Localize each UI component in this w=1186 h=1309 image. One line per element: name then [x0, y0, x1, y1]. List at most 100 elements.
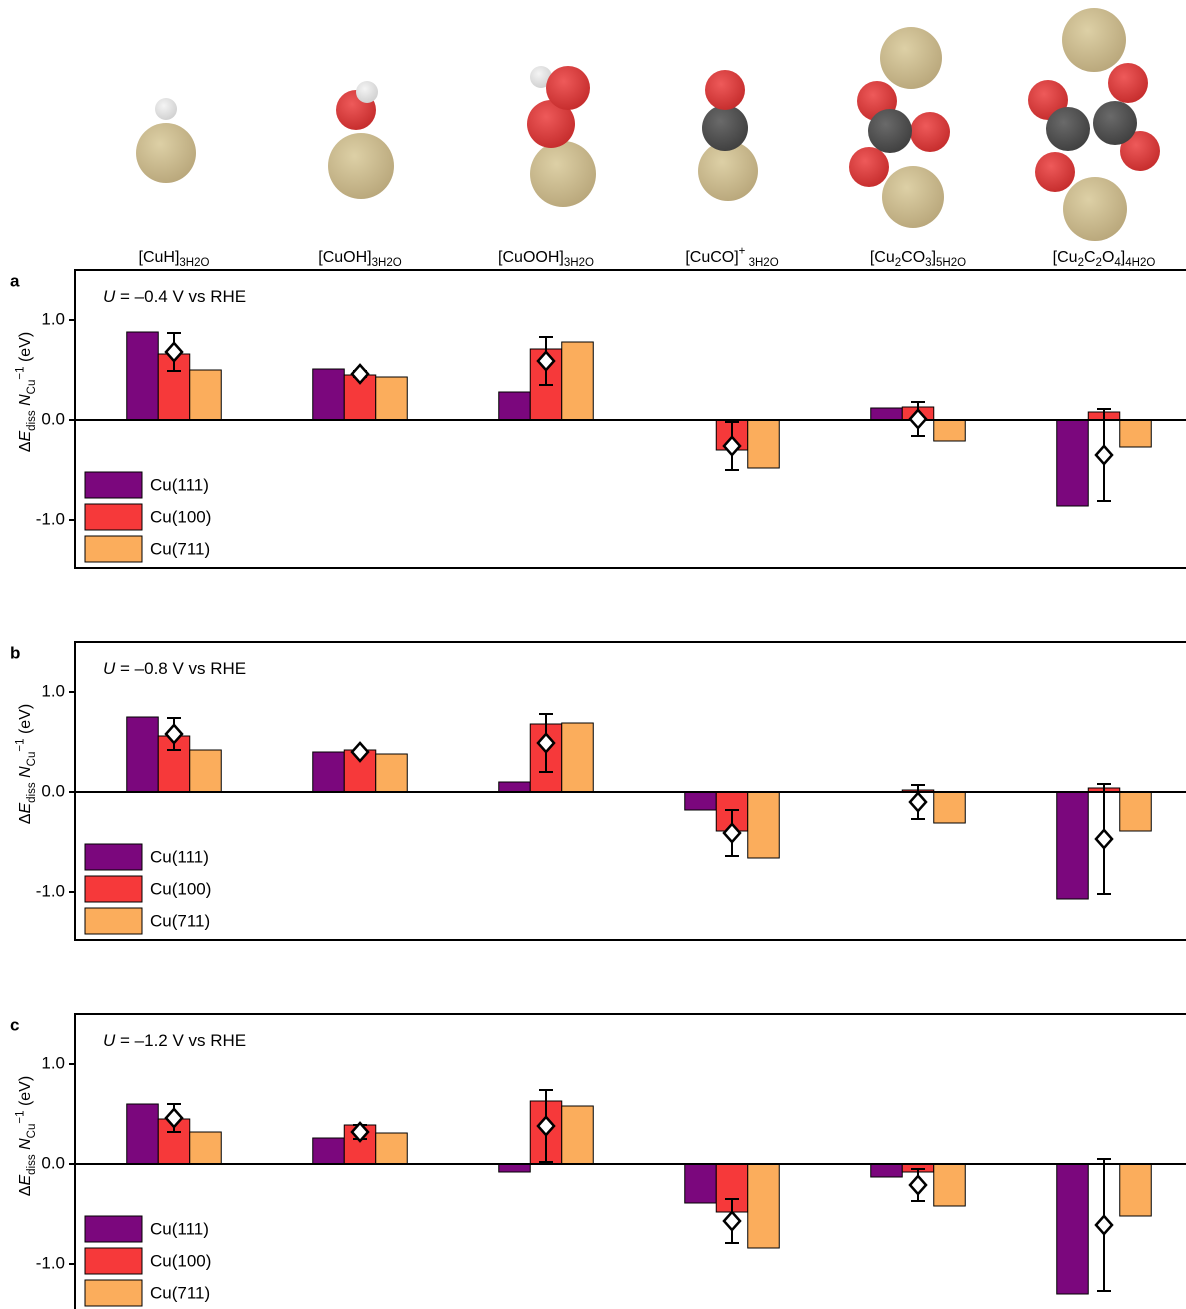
text-segment: [Cu	[1053, 249, 1078, 266]
atom-c	[702, 105, 748, 151]
atom-o	[546, 66, 590, 110]
legend-label: Cu(711)	[150, 1283, 210, 1302]
bar	[748, 1164, 780, 1248]
atom-cu	[880, 27, 942, 89]
bar	[127, 717, 159, 792]
text-segment: −1	[14, 738, 26, 751]
axis-frame	[75, 1014, 1186, 1309]
atom-o	[1108, 63, 1148, 103]
panel-label: a	[10, 271, 20, 290]
text-segment: C	[1084, 249, 1096, 266]
text-segment: (eV)	[17, 1076, 34, 1111]
annotation: U = –0.4 V vs RHE	[103, 287, 246, 306]
bar	[871, 408, 903, 420]
bar	[313, 1138, 345, 1164]
text-segment: Cu	[26, 380, 38, 395]
text-segment: E	[17, 803, 34, 814]
legend-swatch	[85, 908, 142, 934]
legend-label: Cu(100)	[150, 879, 211, 898]
legend-label: Cu(111)	[150, 475, 209, 494]
text-segment: = –1.2 V vs RHE	[115, 1031, 246, 1050]
text-segment: diss	[26, 1154, 38, 1175]
page: {"molecules": [ {"label": [{"text": "[Cu…	[0, 0, 1186, 1309]
atom-cu	[530, 141, 596, 207]
annotation: U = –1.2 V vs RHE	[103, 1031, 246, 1050]
text-segment: Δ	[17, 813, 34, 824]
bar	[190, 750, 222, 792]
figure: [CuH]3H2O[CuOH]3H2O[CuOOH]3H2O[CuCO]+ 3H…	[0, 0, 1186, 1309]
y-tick-label: 1.0	[41, 1053, 65, 1072]
bar	[1057, 792, 1089, 899]
bar	[499, 1164, 531, 1172]
bar	[127, 332, 159, 420]
text-segment: [CuOH]	[318, 249, 371, 266]
atom-h	[155, 98, 177, 120]
atom-cu	[1062, 8, 1126, 72]
text-segment: E	[17, 1175, 34, 1186]
bar	[190, 370, 222, 420]
text-segment: (eV)	[17, 704, 34, 739]
bar	[871, 1164, 903, 1177]
text-segment: 5H2O	[936, 257, 966, 269]
bar	[1057, 1164, 1089, 1294]
text-segment: diss	[26, 782, 38, 803]
atom-cu	[1063, 177, 1127, 241]
atom-h	[356, 81, 378, 103]
legend-label: Cu(111)	[150, 1219, 209, 1238]
bar	[1120, 420, 1152, 447]
atom-c	[1046, 107, 1090, 151]
atom-o	[705, 70, 745, 110]
molecule-images	[136, 8, 1160, 241]
atom-o	[849, 147, 889, 187]
text-segment: [CuOOH]	[498, 249, 564, 266]
text-segment: = –0.8 V vs RHE	[115, 659, 246, 678]
text-segment: U	[103, 1031, 116, 1050]
text-segment: +	[739, 245, 746, 257]
mean-marker	[1096, 1216, 1112, 1234]
text-segment: N	[17, 1138, 34, 1154]
atom-cu	[136, 123, 196, 183]
mean-marker	[724, 1212, 740, 1230]
bar	[748, 420, 780, 468]
text-segment: = –0.4 V vs RHE	[115, 287, 246, 306]
text-segment: 3H2O	[564, 257, 594, 269]
panel: 1.00.0-1.0bU = –0.8 V vs RHEΔEdiss NCu−1…	[10, 642, 1186, 940]
y-tick-label: 1.0	[41, 309, 65, 328]
y-axis-label: ΔEdiss NCu−1 (eV)	[14, 332, 38, 452]
y-tick-label: -1.0	[36, 509, 65, 528]
panel-label: b	[10, 643, 20, 662]
bar	[562, 342, 594, 420]
y-tick-label: -1.0	[36, 1253, 65, 1272]
text-segment: 3H2O	[745, 257, 778, 269]
text-segment: Δ	[17, 441, 34, 452]
legend-label: Cu(100)	[150, 1251, 211, 1270]
panel-label: c	[10, 1015, 19, 1034]
legend-swatch	[85, 472, 142, 498]
text-segment: E	[17, 431, 34, 442]
legend-swatch	[85, 1280, 142, 1306]
y-tick-label: 1.0	[41, 681, 65, 700]
text-segment: N	[17, 766, 34, 782]
legend-swatch	[85, 876, 142, 902]
molecule-label: [Cu2CO3]5H2O	[870, 249, 966, 269]
text-segment: 4H2O	[1125, 257, 1155, 269]
bar	[1120, 1164, 1152, 1216]
bar	[685, 792, 717, 810]
text-segment: diss	[26, 410, 38, 431]
bar	[562, 1106, 594, 1164]
bar	[313, 369, 345, 420]
y-tick-label: -1.0	[36, 881, 65, 900]
y-tick-label: 0.0	[41, 781, 65, 800]
text-segment: O	[1102, 249, 1114, 266]
text-segment: (eV)	[17, 332, 34, 367]
legend-label: Cu(711)	[150, 539, 210, 558]
atom-c	[868, 109, 912, 153]
mean-marker	[1096, 446, 1112, 464]
annotation: U = –0.8 V vs RHE	[103, 659, 246, 678]
bar	[748, 792, 780, 858]
bar	[376, 377, 408, 420]
text-segment: −1	[14, 366, 26, 379]
atom-o	[910, 112, 950, 152]
legend-swatch	[85, 504, 142, 530]
